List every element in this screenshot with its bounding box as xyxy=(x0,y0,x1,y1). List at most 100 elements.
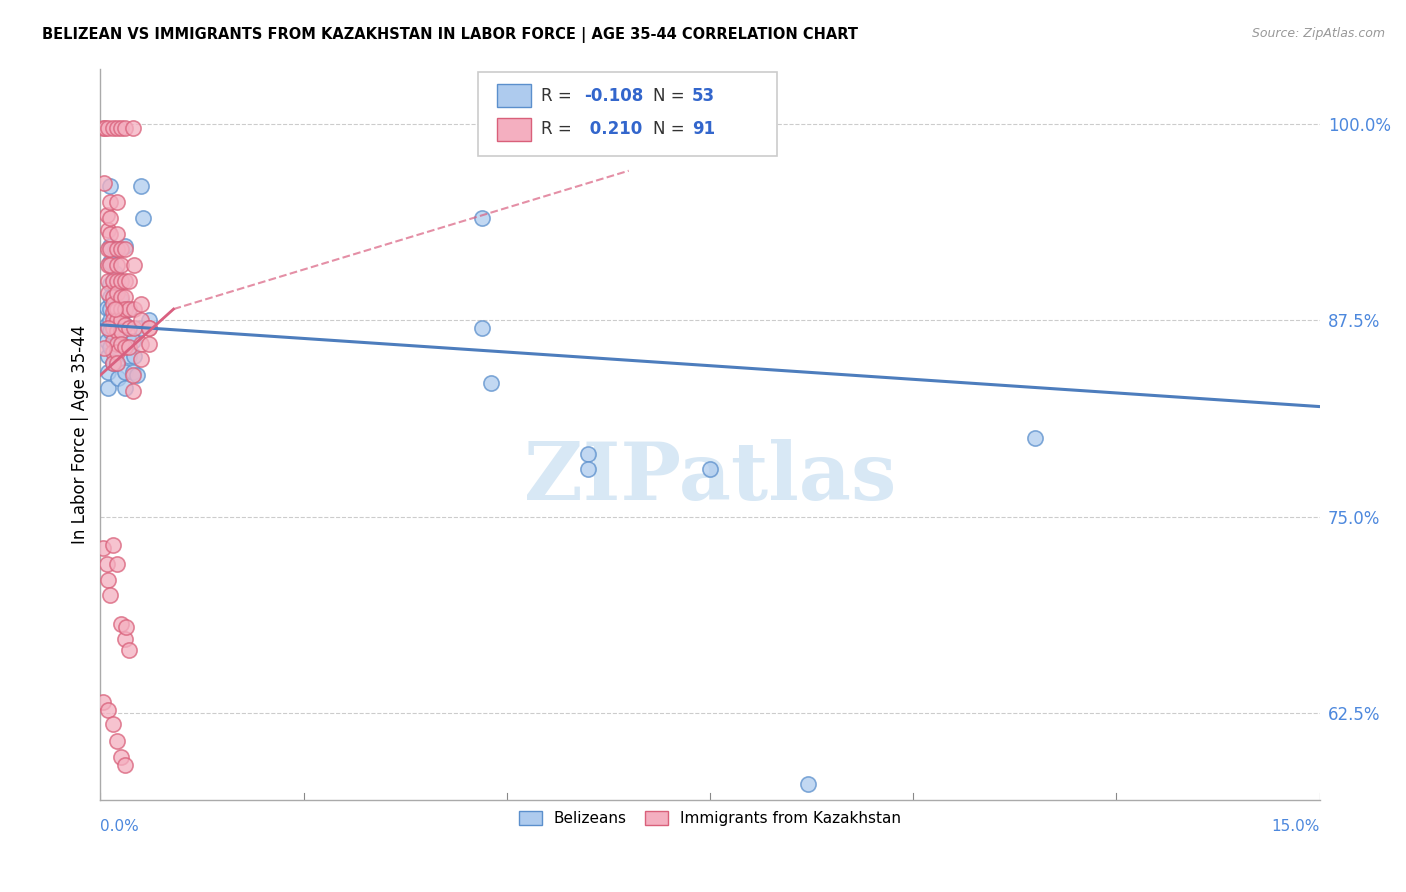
Point xyxy=(97,243,120,257)
Point xyxy=(97,258,120,272)
Text: R =: R = xyxy=(540,87,571,104)
Point xyxy=(101,121,124,136)
Point xyxy=(97,381,120,395)
Point xyxy=(98,255,121,269)
Point xyxy=(91,121,114,136)
Legend: Belizeans, Immigrants from Kazakhstan: Belizeans, Immigrants from Kazakhstan xyxy=(513,805,907,832)
Point xyxy=(121,384,143,398)
Point xyxy=(101,321,124,335)
Text: 53: 53 xyxy=(692,87,714,104)
Point xyxy=(129,321,152,335)
Point xyxy=(97,223,120,237)
Point xyxy=(101,334,124,348)
Point xyxy=(110,336,132,351)
Point xyxy=(118,321,141,335)
Point xyxy=(97,365,120,379)
Point xyxy=(97,274,120,288)
Point xyxy=(138,321,160,335)
Point xyxy=(98,340,121,354)
FancyBboxPatch shape xyxy=(478,72,778,156)
Point xyxy=(104,286,127,301)
Point xyxy=(124,302,146,317)
Point xyxy=(101,289,124,303)
Point xyxy=(105,302,128,317)
Point xyxy=(105,243,128,257)
Point xyxy=(114,632,136,647)
Point xyxy=(94,121,117,136)
Point xyxy=(105,227,128,241)
Point xyxy=(576,462,599,476)
Point xyxy=(105,340,128,354)
Point xyxy=(125,368,148,383)
Point xyxy=(121,121,143,136)
Point xyxy=(98,243,121,257)
Point xyxy=(91,541,114,555)
Point xyxy=(114,121,136,136)
Point xyxy=(110,750,132,764)
Point xyxy=(105,195,128,210)
Point xyxy=(101,305,124,319)
Point xyxy=(114,239,136,253)
Text: N =: N = xyxy=(652,87,685,104)
Point xyxy=(105,274,128,288)
Point xyxy=(98,313,121,327)
Point xyxy=(118,643,141,657)
Point xyxy=(576,447,599,461)
FancyBboxPatch shape xyxy=(496,118,531,141)
Point xyxy=(110,324,132,338)
Point xyxy=(105,557,128,571)
Point xyxy=(96,208,118,222)
Point xyxy=(110,309,132,323)
Point xyxy=(98,195,121,210)
Point xyxy=(114,289,136,303)
Point xyxy=(471,321,494,335)
Point xyxy=(98,239,121,253)
Point xyxy=(97,286,120,301)
Point xyxy=(118,302,141,317)
Text: R =: R = xyxy=(540,120,571,138)
Point xyxy=(129,313,152,327)
Point xyxy=(114,365,136,379)
Point xyxy=(101,344,124,359)
Point xyxy=(138,336,160,351)
Point xyxy=(118,340,141,354)
Point xyxy=(114,340,136,354)
Point xyxy=(129,352,152,367)
Point xyxy=(98,588,121,602)
Point xyxy=(105,355,128,369)
Point xyxy=(129,179,152,194)
Point xyxy=(104,313,127,327)
Point xyxy=(98,227,121,241)
Point xyxy=(97,349,120,363)
Text: 91: 91 xyxy=(692,120,714,138)
Point xyxy=(796,777,818,791)
Point xyxy=(124,321,146,335)
Point xyxy=(98,179,121,194)
Point xyxy=(105,324,128,338)
Point xyxy=(101,297,124,311)
Text: 15.0%: 15.0% xyxy=(1271,819,1320,833)
Point xyxy=(93,342,115,356)
Y-axis label: In Labor Force | Age 35-44: In Labor Force | Age 35-44 xyxy=(72,325,89,543)
Point xyxy=(110,274,132,288)
Point xyxy=(97,321,120,335)
Point xyxy=(96,557,118,571)
Point xyxy=(110,302,132,317)
Point xyxy=(121,365,143,379)
Point xyxy=(98,258,121,272)
Point xyxy=(110,321,132,335)
Point xyxy=(110,258,132,272)
Point xyxy=(114,318,136,332)
Point xyxy=(110,243,132,257)
Point xyxy=(114,318,136,332)
Point xyxy=(105,313,128,327)
Point xyxy=(129,297,152,311)
Point xyxy=(110,336,132,351)
Point xyxy=(101,274,124,288)
Point xyxy=(105,344,128,359)
Point xyxy=(98,211,121,225)
Point xyxy=(93,176,115,190)
Point xyxy=(98,302,121,317)
Text: -0.108: -0.108 xyxy=(585,87,644,104)
Point xyxy=(479,376,502,390)
